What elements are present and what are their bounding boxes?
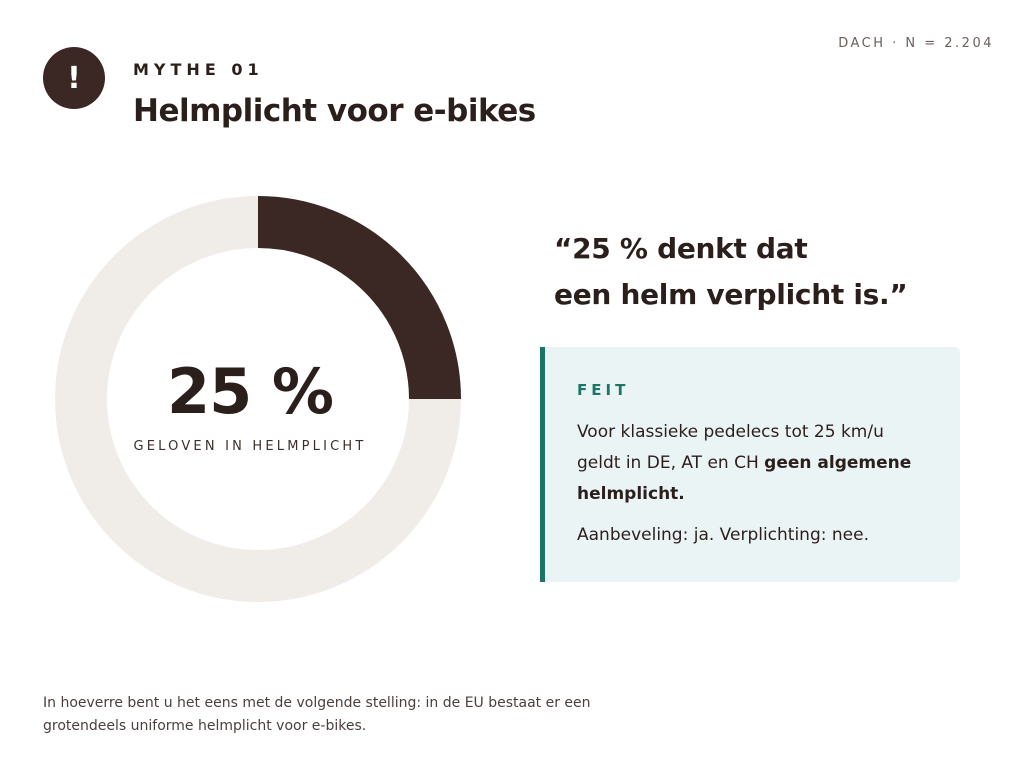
donut-chart — [55, 196, 461, 602]
donut-caption: GELOVEN IN HELMPLICHT — [133, 439, 367, 454]
donut-value-label: 25 % — [167, 355, 334, 428]
quote-line-2: een helm verplicht is.” — [554, 278, 908, 311]
myth-number: MYTHE 01 — [133, 60, 264, 79]
fact-label: FEIT — [577, 381, 630, 399]
fact-recommendation: Aanbeveling: ja. Verplichting: nee. — [577, 525, 869, 545]
fact-box: FEIT Voor klassieke pedelecs tot 25 km/u… — [540, 347, 960, 582]
quote: “25 % denkt dat een helm verplicht is.” — [554, 226, 994, 318]
fact-statement: Voor klassieke pedelecs tot 25 km/u geld… — [577, 417, 930, 510]
warning-badge-icon: ! — [43, 47, 105, 109]
sample-meta: DACH · N = 2.204 — [838, 36, 994, 51]
badge-symbol: ! — [67, 60, 81, 96]
survey-question: In hoeverre bent u het eens met de volge… — [43, 695, 591, 734]
quote-line-1: “25 % denkt dat — [554, 232, 808, 265]
donut-value-arc — [257, 196, 461, 400]
fact-statement-text: Voor klassieke pedelecs tot 25 km/u geld… — [577, 422, 884, 473]
page-title: Helmplicht voor e-bikes — [133, 93, 536, 129]
fact-statement-bold: geen algemene helmplicht. — [577, 453, 912, 504]
